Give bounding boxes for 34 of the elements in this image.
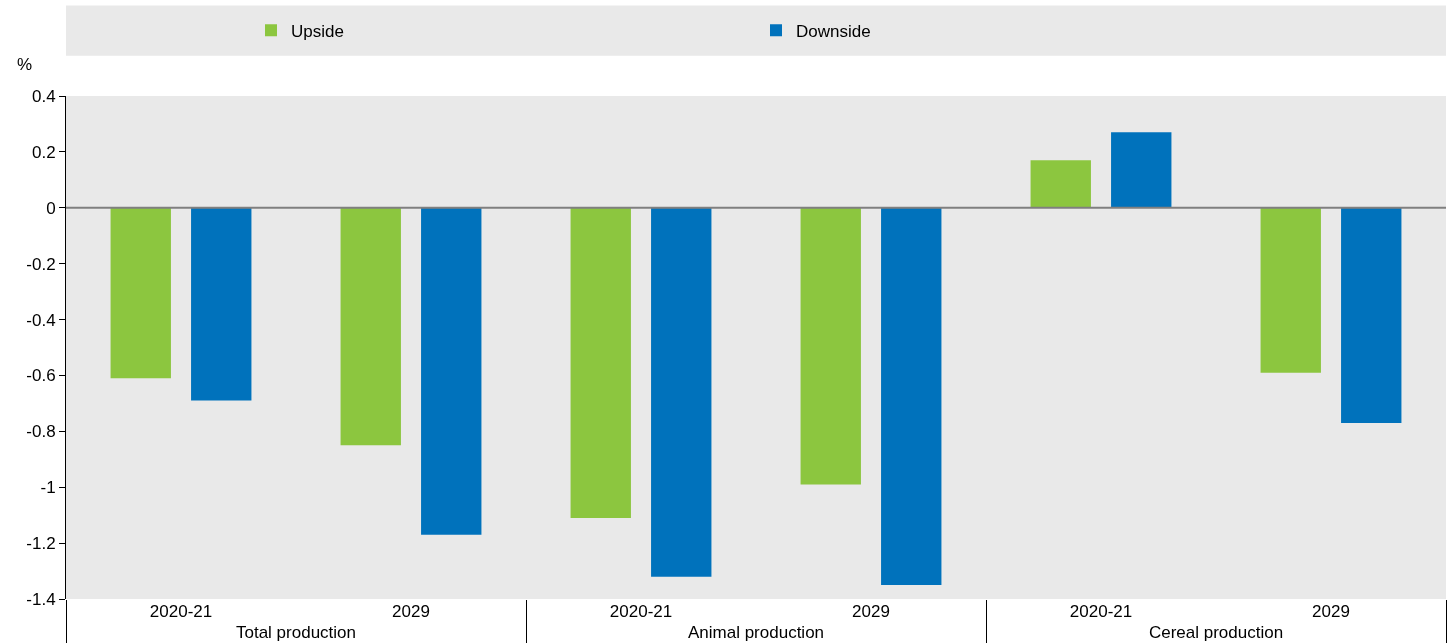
y-tick-label: -0.2: [26, 254, 56, 274]
legend-label: Downside: [796, 21, 871, 41]
bar: [340, 207, 401, 446]
x-tick-label: 2029: [392, 602, 430, 621]
x-tick-label: 2020-21: [149, 602, 213, 621]
y-tick-label: -0.4: [26, 310, 56, 330]
legend-label: Upside: [291, 21, 344, 41]
bar: [1111, 132, 1172, 208]
y-tick-label: -0.6: [26, 366, 56, 386]
bar: [570, 207, 631, 518]
bar: [421, 207, 482, 535]
bar: [1341, 207, 1402, 423]
y-tick-label: 0: [46, 198, 56, 218]
bar: [800, 207, 861, 485]
y-tick-label: 0.2: [31, 142, 56, 162]
y-tick-label: -1.4: [26, 589, 56, 609]
y-axis-title: %: [17, 55, 33, 74]
text: Total production: [235, 623, 357, 642]
bar: [881, 207, 942, 586]
x-tick-label: 2020-21: [1069, 602, 1133, 621]
text: Cereal production: [1148, 623, 1284, 642]
y-tick-label: 0.4: [31, 86, 56, 106]
y-tick-label: -1.2: [26, 534, 56, 554]
bar: [1260, 207, 1321, 373]
bar: [110, 207, 171, 379]
x-tick-label: 2029: [852, 602, 890, 621]
bar: [651, 207, 712, 577]
y-tick-label: -1: [40, 478, 56, 498]
x-tick-label: 2020-21: [609, 602, 673, 621]
x-tick-label: 2029: [1312, 602, 1350, 621]
text: Animal production: [687, 623, 825, 642]
bar: [191, 207, 252, 401]
bar: [1030, 160, 1091, 208]
y-tick-label: -0.8: [26, 422, 56, 442]
